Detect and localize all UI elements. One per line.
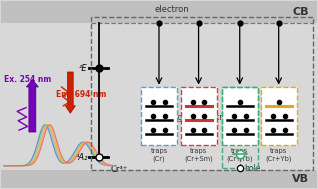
FancyBboxPatch shape [141,87,177,145]
Text: Em. 694 nm: Em. 694 nm [56,90,107,99]
Text: traps
(Cr): traps (Cr) [150,148,168,162]
FancyBboxPatch shape [1,170,317,188]
FancyBboxPatch shape [222,87,258,145]
Text: CB: CB [293,7,309,17]
FancyBboxPatch shape [1,1,317,23]
FancyArrow shape [65,72,75,113]
FancyBboxPatch shape [261,87,297,145]
Text: Afterglow Spectra: Afterglow Spectra [159,112,227,122]
Text: traps
(Cr+Tb): traps (Cr+Tb) [226,148,253,162]
Text: hole: hole [245,164,261,173]
Text: Ex. 254 nm: Ex. 254 nm [4,75,51,84]
Text: traps
(Cr+Sm): traps (Cr+Sm) [184,148,213,162]
Text: Cr³⁺: Cr³⁺ [111,165,128,174]
FancyBboxPatch shape [181,87,217,145]
Text: VB: VB [292,174,309,184]
Text: ²E: ²E [79,64,88,73]
Text: ⁴A₂: ⁴A₂ [75,153,88,162]
FancyArrow shape [26,80,38,132]
Text: traps
(Cr+Yb): traps (Cr+Yb) [266,148,292,162]
Text: electron: electron [154,5,189,14]
